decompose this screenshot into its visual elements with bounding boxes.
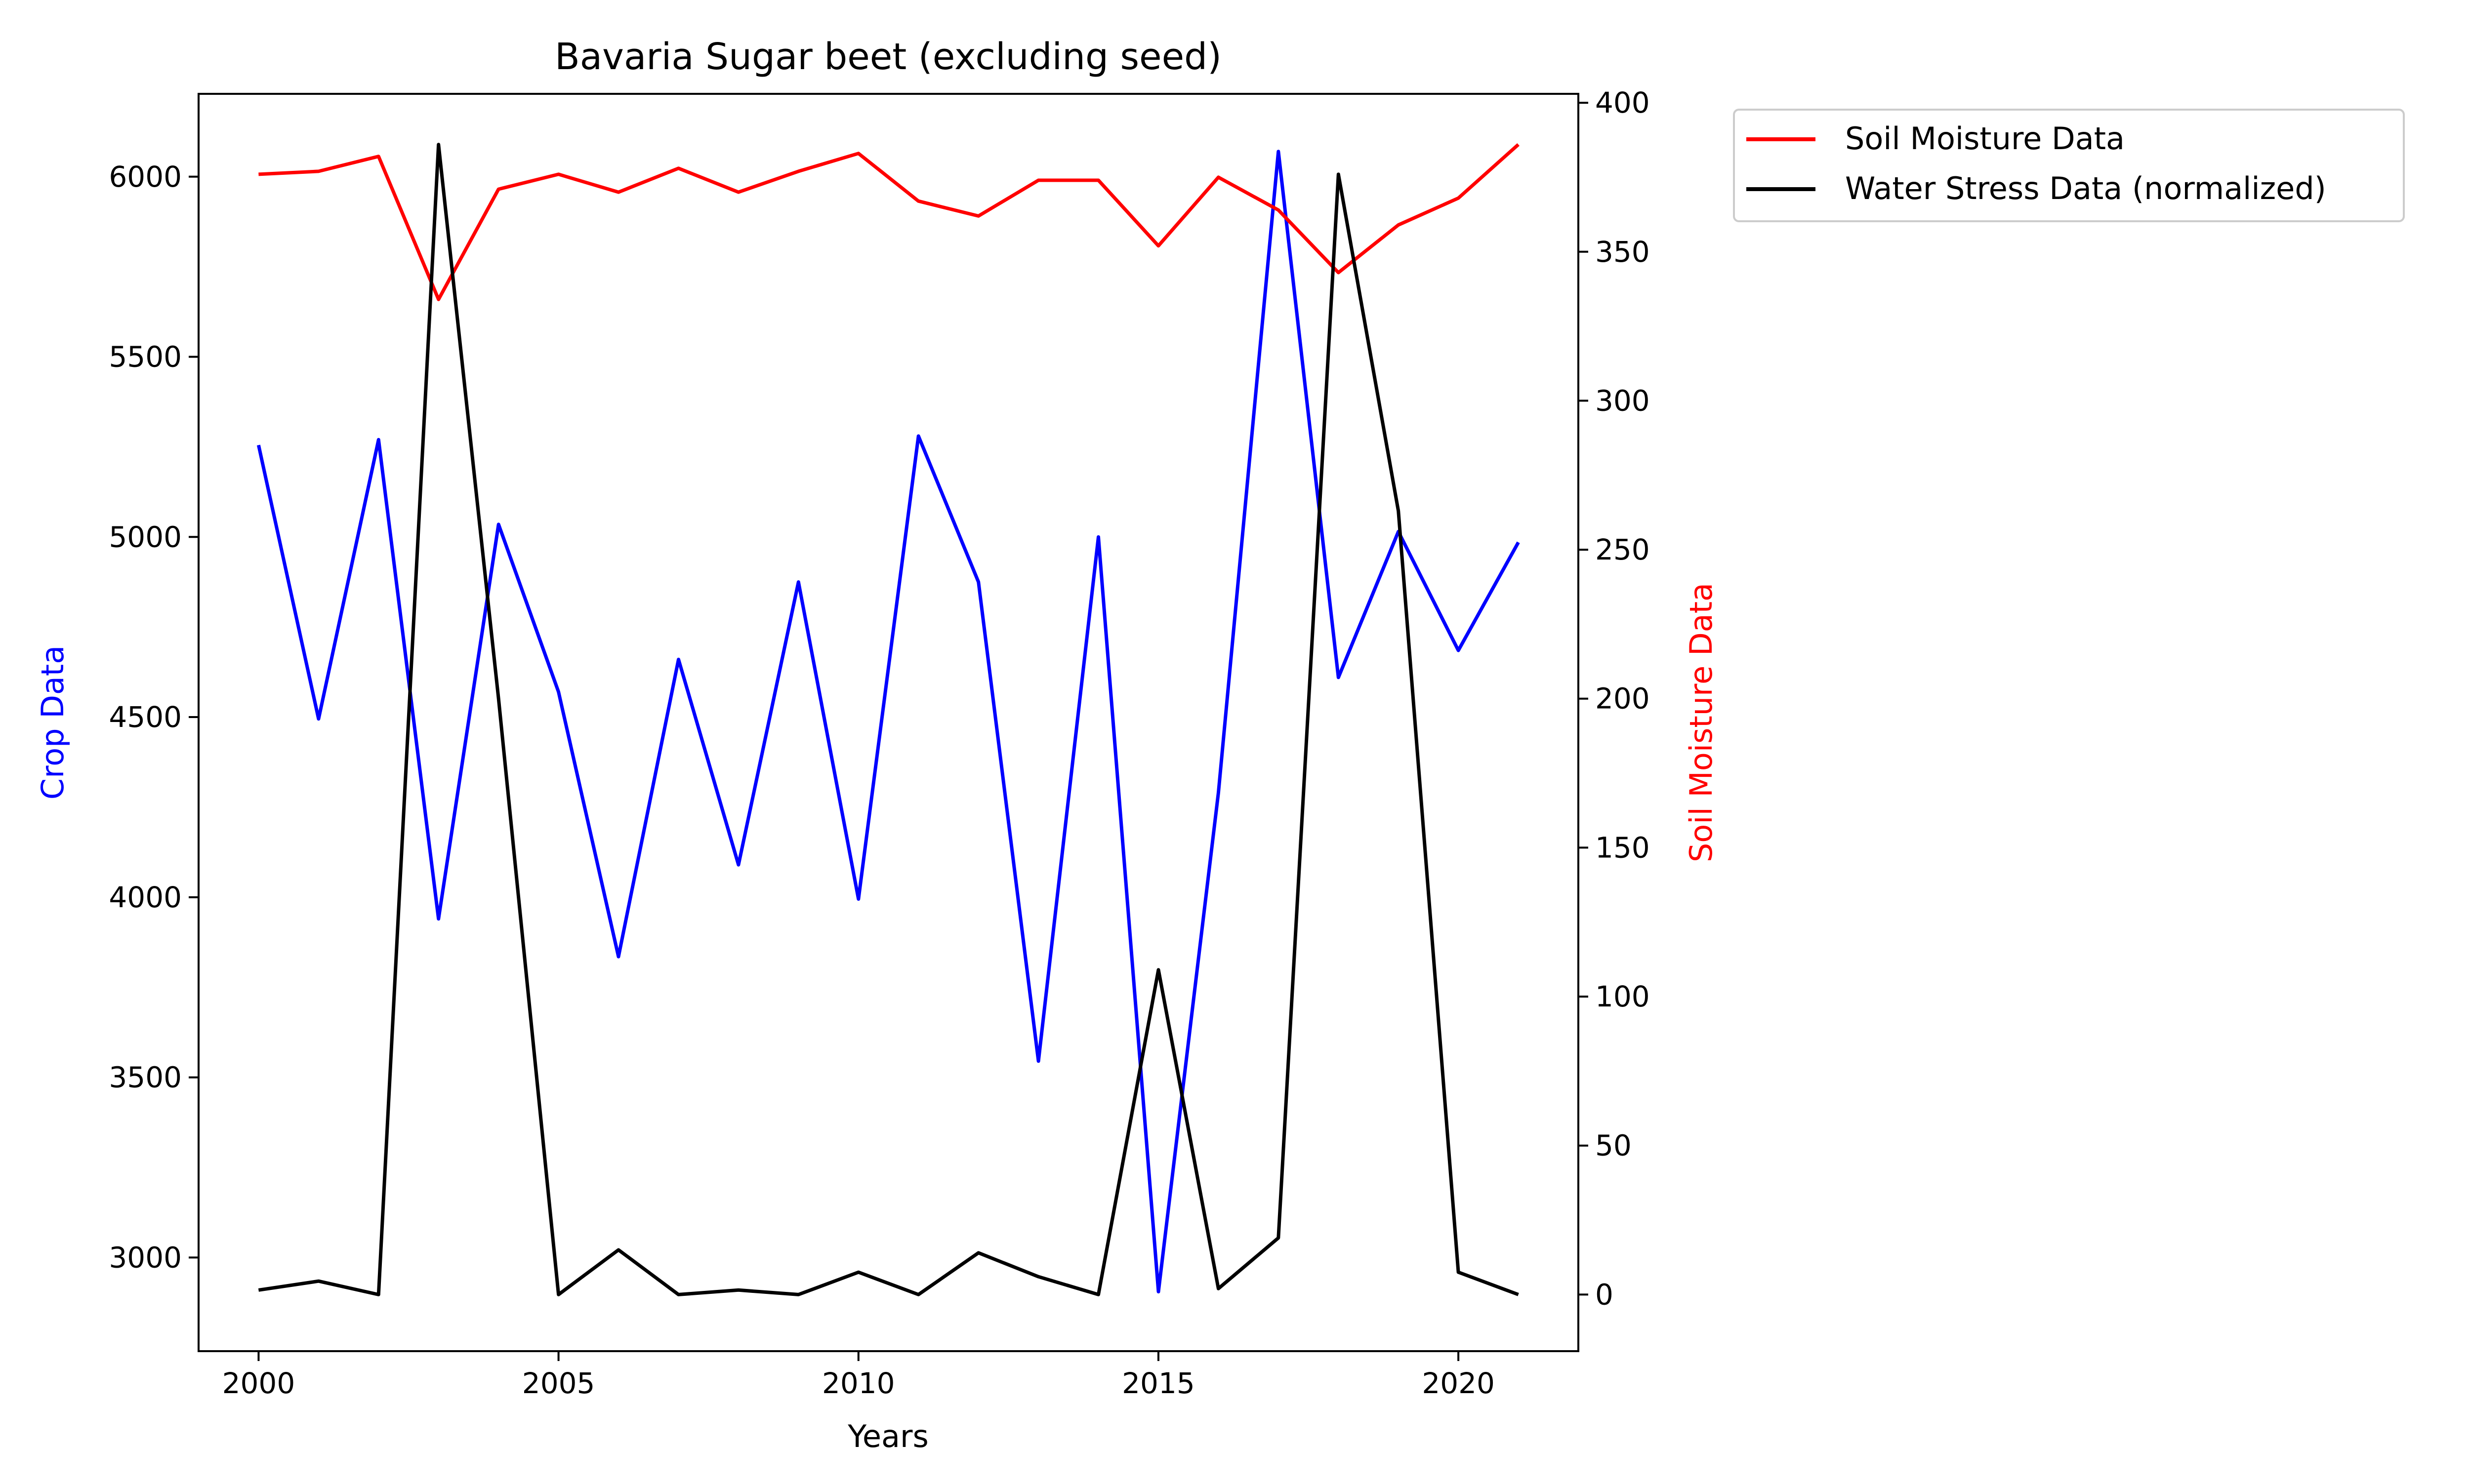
x-tick-label: 2000	[222, 1366, 295, 1400]
right-y-axis-label: Soil Moisture Data	[1683, 583, 1719, 862]
left-y-tick-label: 6000	[109, 160, 182, 194]
x-tick-label: 2005	[522, 1366, 595, 1400]
right-y-tick-label: 150	[1595, 831, 1650, 864]
left-y-axis-ticks: 3000 3500 4000 4500 5000 5500 6000	[109, 160, 199, 1274]
right-y-axis-ticks: 0 50 100 150 200 250 300 350 400	[1578, 86, 1650, 1311]
x-tick-label: 2010	[822, 1366, 895, 1400]
chart-title: Bavaria Sugar beet (excluding seed)	[555, 36, 1222, 78]
left-y-tick-label: 3000	[109, 1241, 182, 1274]
soil-moisture-line	[258, 143, 1520, 301]
right-y-tick-label: 350	[1595, 235, 1650, 269]
series-lines	[256, 143, 1520, 1296]
legend-frame	[1733, 109, 2405, 222]
legend: Soil Moisture Data Water Stress Data (no…	[1733, 109, 2405, 222]
right-y-tick-label: 0	[1595, 1278, 1613, 1311]
left-y-axis-label: Crop Data	[35, 645, 71, 800]
left-y-tick-label: 5500	[109, 340, 182, 374]
legend-label-soil-moisture: Soil Moisture Data	[1845, 120, 2125, 157]
left-y-tick-label: 4000	[109, 881, 182, 914]
right-y-tick-label: 400	[1595, 86, 1650, 120]
right-y-tick-label: 50	[1595, 1129, 1632, 1163]
left-y-tick-label: 4500	[109, 700, 182, 734]
left-y-tick-label: 5000	[109, 520, 182, 554]
right-y-tick-label: 250	[1595, 533, 1650, 566]
crop-data-line	[256, 150, 1520, 1294]
left-y-tick-label: 3500	[109, 1061, 182, 1094]
x-tick-label: 2015	[1122, 1366, 1195, 1400]
right-y-tick-label: 100	[1595, 980, 1650, 1013]
water-stress-line	[258, 143, 1519, 1296]
x-axis-label: Years	[847, 1418, 929, 1454]
right-y-tick-label: 200	[1595, 682, 1650, 716]
x-tick-label: 2020	[1422, 1366, 1495, 1400]
x-axis-ticks: 2000 2005 2010 2015 2020	[222, 1351, 1495, 1400]
right-y-tick-label: 300	[1595, 384, 1650, 417]
legend-label-water-stress: Water Stress Data (normalized)	[1845, 170, 2326, 206]
plot-frame	[198, 93, 1579, 1352]
